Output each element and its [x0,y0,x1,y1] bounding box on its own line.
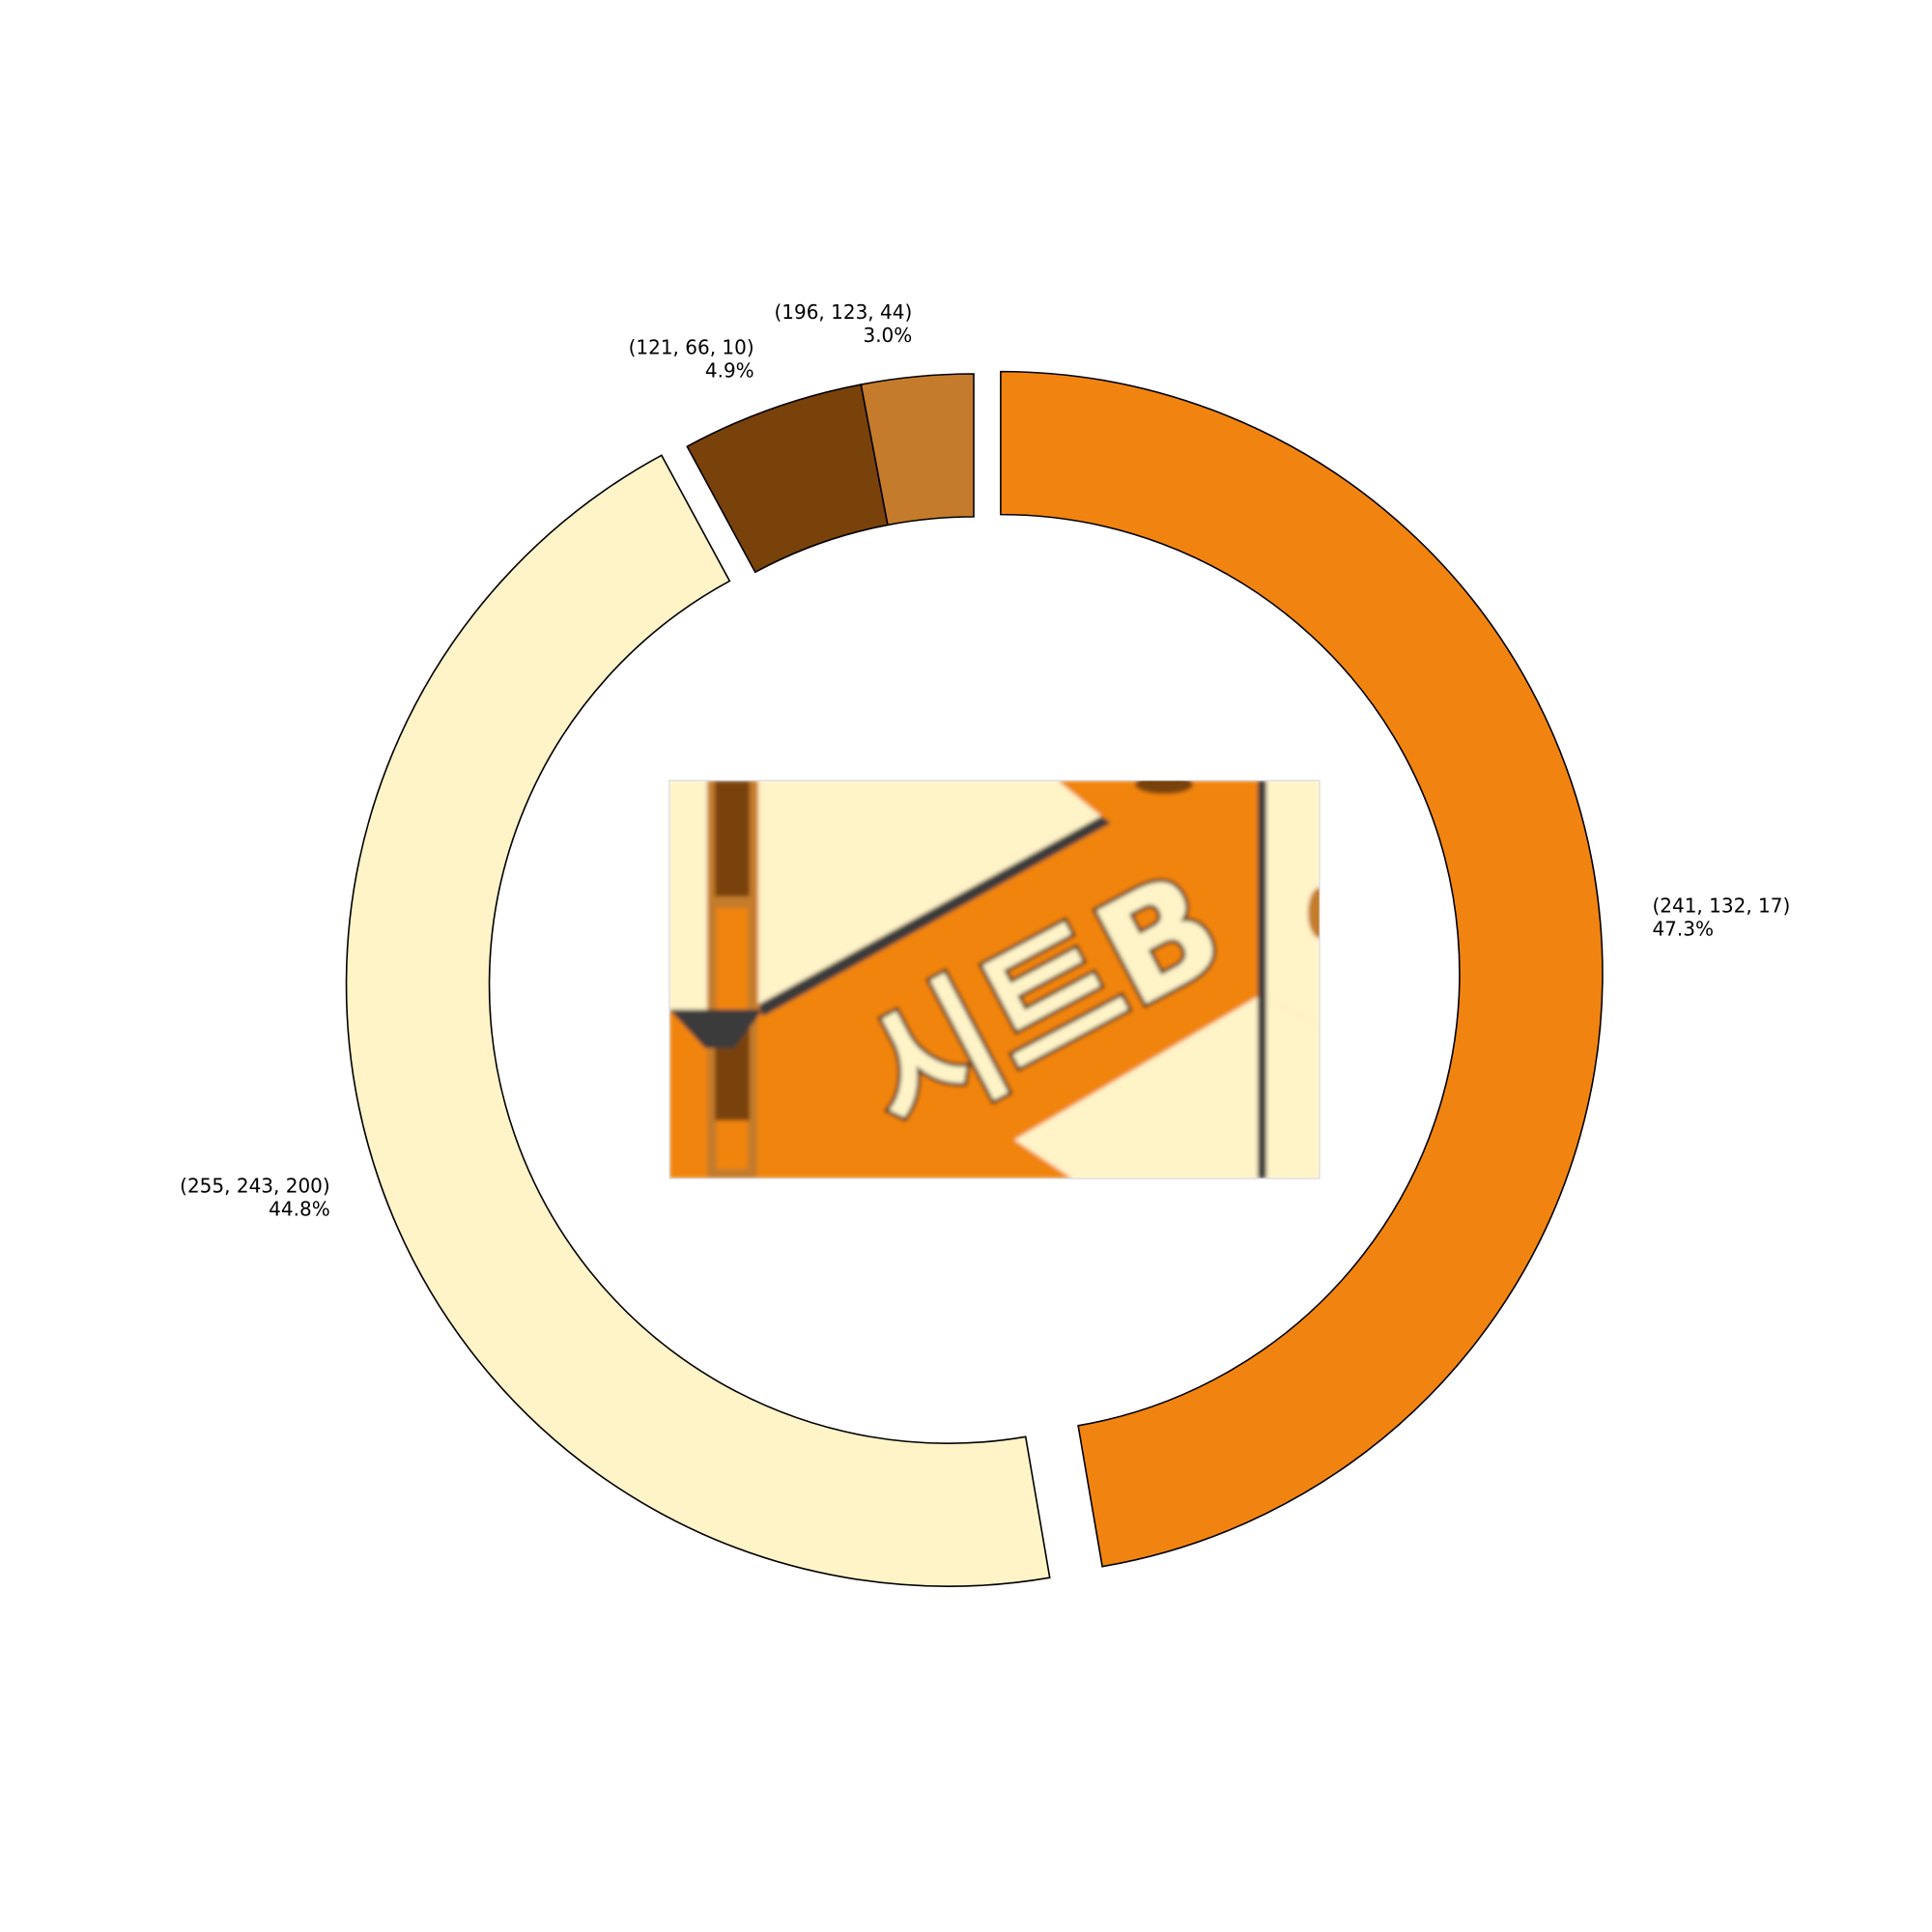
donut-slice [686,384,889,574]
slice-label: (196, 123, 44) 3.0% [774,300,912,347]
donut-slice [1000,370,1604,1568]
slice-label-name: (255, 243, 200) [180,1174,330,1197]
slice-label: (121, 66, 10) 4.9% [629,335,754,382]
donut-slices [345,370,1604,1587]
donut-slice [345,454,1051,1587]
donut-slice [860,373,975,526]
slice-label: (255, 243, 200) 44.8% [180,1174,330,1220]
slice-label-percent: 47.3% [1652,917,1714,940]
slice-label-percent: 3.0% [863,324,912,347]
slice-label-percent: 4.9% [705,358,754,382]
slice-label-name: (196, 123, 44) [774,300,912,324]
slice-label-percent: 44.8% [269,1197,330,1220]
center-image: 시트B [668,780,1321,1179]
slice-label-name: (121, 66, 10) [629,335,754,358]
donut-labels: (241, 132, 17) 47.3%(255, 243, 200) 44.8%(… [180,300,1790,1220]
slice-label-name: (241, 132, 17) [1652,894,1790,917]
slice-label: (241, 132, 17) 47.3% [1652,894,1790,940]
